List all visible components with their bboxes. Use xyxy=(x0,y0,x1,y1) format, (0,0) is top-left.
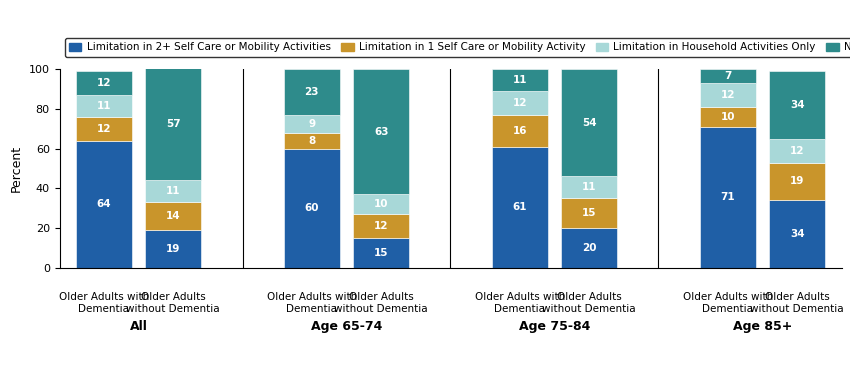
Text: 12: 12 xyxy=(97,124,111,134)
Text: 11: 11 xyxy=(97,101,111,111)
Text: 71: 71 xyxy=(721,192,735,202)
Bar xyxy=(700,107,756,127)
Text: 12: 12 xyxy=(97,78,111,88)
Text: Age 65-74: Age 65-74 xyxy=(311,320,382,333)
Text: 11: 11 xyxy=(513,75,527,85)
Text: Older Adults with
Dementia: Older Adults with Dementia xyxy=(267,292,357,314)
Text: Older Adults with
Dementia: Older Adults with Dementia xyxy=(683,292,773,314)
Text: 11: 11 xyxy=(582,182,597,192)
Bar xyxy=(769,71,824,139)
Bar xyxy=(561,177,617,198)
Bar xyxy=(76,71,132,95)
Text: Older Adults with
Dementia: Older Adults with Dementia xyxy=(474,292,565,314)
Bar xyxy=(492,91,547,115)
Bar xyxy=(354,214,409,238)
Text: 11: 11 xyxy=(166,187,180,196)
Bar xyxy=(354,238,409,268)
Text: 63: 63 xyxy=(374,127,388,137)
Text: Older Adults
without Dementia: Older Adults without Dementia xyxy=(334,292,428,314)
Bar xyxy=(561,198,617,228)
Y-axis label: Percent: Percent xyxy=(10,145,23,192)
Bar xyxy=(769,139,824,162)
Bar xyxy=(769,200,824,268)
Text: Older Adults with
Dementia: Older Adults with Dementia xyxy=(59,292,149,314)
Text: 19: 19 xyxy=(790,177,804,187)
Text: 12: 12 xyxy=(790,146,804,155)
Bar xyxy=(145,67,201,180)
Text: 10: 10 xyxy=(721,112,735,122)
Bar xyxy=(561,69,617,177)
Text: 34: 34 xyxy=(790,229,804,239)
Text: Older Adults
without Dementia: Older Adults without Dementia xyxy=(127,292,220,314)
Text: 7: 7 xyxy=(724,71,732,81)
Bar xyxy=(492,115,547,147)
Bar xyxy=(284,69,340,115)
Text: 14: 14 xyxy=(166,211,180,221)
Text: 16: 16 xyxy=(513,126,527,136)
Bar xyxy=(354,195,409,214)
Text: 60: 60 xyxy=(304,203,319,213)
Text: 61: 61 xyxy=(513,202,527,212)
Text: 34: 34 xyxy=(790,100,804,110)
Bar xyxy=(145,202,201,230)
Legend: Limitation in 2+ Self Care or Mobility Activities, Limitation in 1 Self Care or : Limitation in 2+ Self Care or Mobility A… xyxy=(65,38,850,57)
Bar xyxy=(284,115,340,133)
Bar xyxy=(145,230,201,268)
Text: All: All xyxy=(129,320,147,333)
Text: Age 75-84: Age 75-84 xyxy=(518,320,590,333)
Text: 12: 12 xyxy=(513,98,527,108)
Text: 10: 10 xyxy=(374,200,388,210)
Text: 12: 12 xyxy=(374,221,388,231)
Bar xyxy=(700,69,756,83)
Bar xyxy=(284,149,340,268)
Bar xyxy=(76,141,132,268)
Text: 23: 23 xyxy=(304,87,319,97)
Bar xyxy=(492,69,547,91)
Bar xyxy=(561,228,617,268)
Text: 15: 15 xyxy=(374,248,388,258)
Bar xyxy=(492,147,547,268)
Bar xyxy=(354,69,409,195)
Bar xyxy=(76,117,132,141)
Bar xyxy=(769,162,824,200)
Text: Older Adults
without Dementia: Older Adults without Dementia xyxy=(751,292,844,314)
Text: 54: 54 xyxy=(582,118,597,128)
Bar xyxy=(700,83,756,107)
Bar xyxy=(145,180,201,202)
Text: 64: 64 xyxy=(97,200,111,210)
Text: 19: 19 xyxy=(166,244,180,254)
Text: Age 85+: Age 85+ xyxy=(733,320,792,333)
Bar xyxy=(284,133,340,149)
Text: 8: 8 xyxy=(309,136,315,146)
Text: 57: 57 xyxy=(166,119,180,129)
Text: Older Adults
without Dementia: Older Adults without Dementia xyxy=(542,292,636,314)
Text: 20: 20 xyxy=(582,243,597,253)
Text: 9: 9 xyxy=(309,119,315,129)
Bar xyxy=(76,95,132,117)
Bar xyxy=(700,127,756,268)
Text: 15: 15 xyxy=(582,208,597,218)
Text: 12: 12 xyxy=(721,90,735,100)
